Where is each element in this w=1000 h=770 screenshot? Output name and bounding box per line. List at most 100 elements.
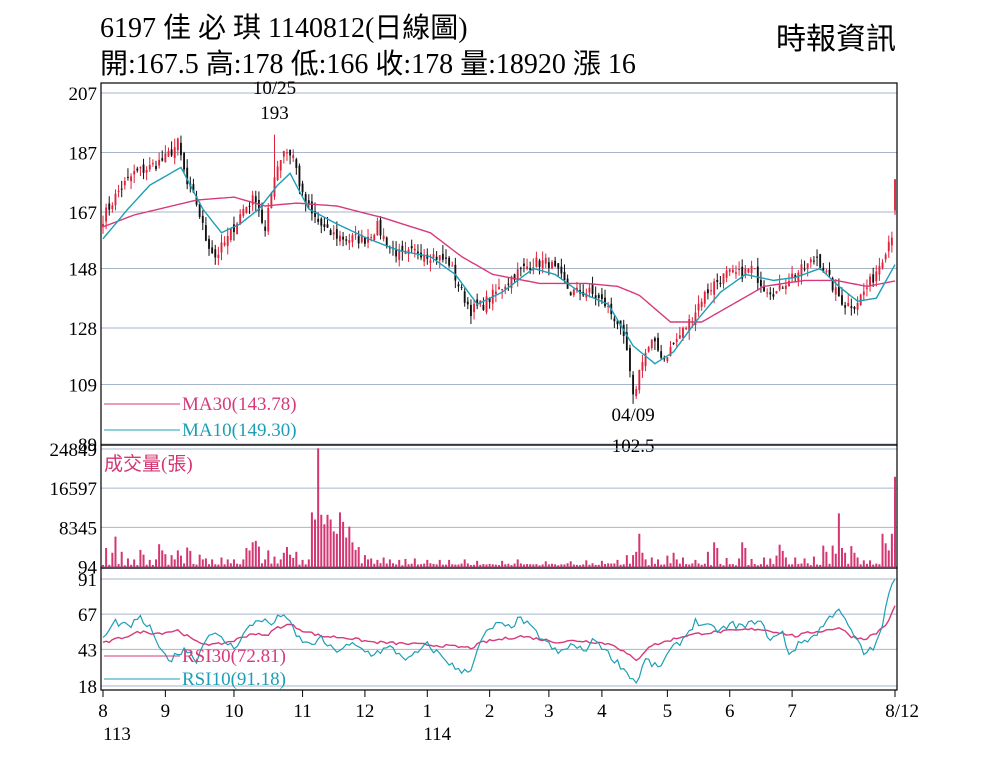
rsi-legend-label: RSI30(72.81) bbox=[182, 646, 286, 667]
candle-body bbox=[326, 224, 329, 228]
volume-bar bbox=[862, 560, 865, 567]
volume-bar bbox=[395, 564, 398, 567]
volume-bar bbox=[759, 564, 762, 567]
candle-body bbox=[722, 273, 725, 284]
candle-body bbox=[117, 190, 120, 192]
volume-bar bbox=[647, 565, 650, 567]
volume-bar bbox=[370, 558, 373, 567]
price-tick-label: 128 bbox=[69, 319, 98, 340]
candle-body bbox=[847, 302, 850, 307]
volume-bar bbox=[812, 556, 815, 567]
volume-bar bbox=[551, 563, 554, 567]
volume-bar bbox=[700, 564, 703, 567]
volume-bar bbox=[519, 563, 522, 567]
price-tick-label: 207 bbox=[69, 84, 98, 105]
rsi-panel: 91 67 43 18 RSI30(72.81)RSI10(91.18) bbox=[78, 567, 898, 698]
volume-bar bbox=[697, 563, 700, 567]
candle-body bbox=[279, 160, 282, 171]
volume-bar bbox=[794, 557, 797, 567]
volume-bar bbox=[158, 544, 161, 567]
volume-bar bbox=[102, 564, 104, 567]
high-annotation-date: 10/25 bbox=[253, 78, 296, 99]
price-frame bbox=[100, 82, 898, 446]
candle-body bbox=[672, 342, 675, 345]
candle-body bbox=[607, 305, 610, 307]
candle-body bbox=[155, 166, 157, 170]
candle-body bbox=[600, 294, 603, 300]
volume-bar bbox=[338, 512, 341, 567]
candle-body bbox=[410, 246, 413, 249]
candle-body bbox=[457, 284, 460, 287]
candle-body bbox=[211, 247, 214, 254]
volume-bar bbox=[117, 564, 120, 567]
volume-bar bbox=[663, 564, 666, 567]
volume-bar bbox=[376, 559, 379, 567]
volume-bar bbox=[155, 559, 158, 567]
volume-bar bbox=[787, 564, 790, 567]
volume-bar bbox=[457, 564, 460, 567]
volume-bar bbox=[476, 560, 479, 567]
volume-bar bbox=[616, 559, 619, 567]
candle-body bbox=[747, 268, 750, 273]
candle-body bbox=[208, 239, 210, 249]
candle-body bbox=[809, 259, 812, 263]
volume-bar bbox=[435, 564, 438, 567]
volume-bar bbox=[282, 552, 285, 567]
volume-bar bbox=[426, 559, 429, 567]
volume-bar bbox=[345, 537, 348, 567]
volume-bar bbox=[245, 548, 248, 567]
candle-body bbox=[276, 166, 279, 180]
candle-body bbox=[753, 268, 756, 270]
volume-bar bbox=[413, 558, 416, 567]
volume-bar bbox=[869, 560, 872, 567]
candle-body bbox=[635, 389, 638, 397]
candle-body bbox=[887, 241, 890, 252]
volume-bar bbox=[607, 563, 610, 567]
volume-bar bbox=[878, 564, 881, 567]
volume-bar bbox=[429, 563, 432, 567]
volume-bar bbox=[463, 559, 466, 567]
candle-body bbox=[731, 269, 734, 273]
rsi-tick-label: 43 bbox=[78, 640, 97, 661]
candle-body bbox=[800, 264, 803, 277]
volume-bar bbox=[566, 563, 569, 567]
candle-body bbox=[501, 289, 504, 291]
volume-bar bbox=[226, 559, 229, 567]
volume-bar bbox=[254, 540, 257, 567]
volume-bar bbox=[738, 558, 741, 567]
candle-body bbox=[323, 224, 326, 227]
candle-body bbox=[298, 165, 301, 187]
volume-bar bbox=[183, 563, 186, 567]
candle-body bbox=[488, 298, 491, 302]
volume-bar bbox=[498, 565, 500, 567]
rsi-frame bbox=[100, 567, 898, 691]
candle-body bbox=[616, 320, 619, 325]
volume-bar bbox=[772, 564, 775, 567]
volume-bar bbox=[407, 564, 410, 567]
volume-bar bbox=[572, 564, 575, 567]
candle-body bbox=[242, 208, 245, 216]
candle-body bbox=[161, 158, 164, 161]
volume-bar bbox=[460, 563, 463, 567]
candle-body bbox=[261, 209, 263, 223]
volume-bar bbox=[560, 564, 563, 567]
volume-bar bbox=[423, 563, 426, 567]
volume-bar bbox=[229, 563, 232, 567]
candle-body bbox=[706, 289, 709, 294]
low-annotation-value: 102.5 bbox=[612, 436, 655, 457]
candle-body bbox=[382, 235, 385, 239]
candle-body bbox=[494, 291, 497, 295]
candle-body bbox=[513, 274, 516, 280]
candle-body bbox=[632, 374, 635, 395]
candle-body bbox=[685, 328, 688, 330]
volume-bar bbox=[273, 556, 276, 567]
candle-body bbox=[841, 295, 843, 305]
candle-body bbox=[204, 225, 207, 241]
candle-body bbox=[738, 268, 741, 270]
candle-body bbox=[192, 184, 195, 193]
candle-body bbox=[594, 295, 597, 299]
candle-body bbox=[335, 229, 338, 239]
candle-body bbox=[148, 164, 151, 170]
